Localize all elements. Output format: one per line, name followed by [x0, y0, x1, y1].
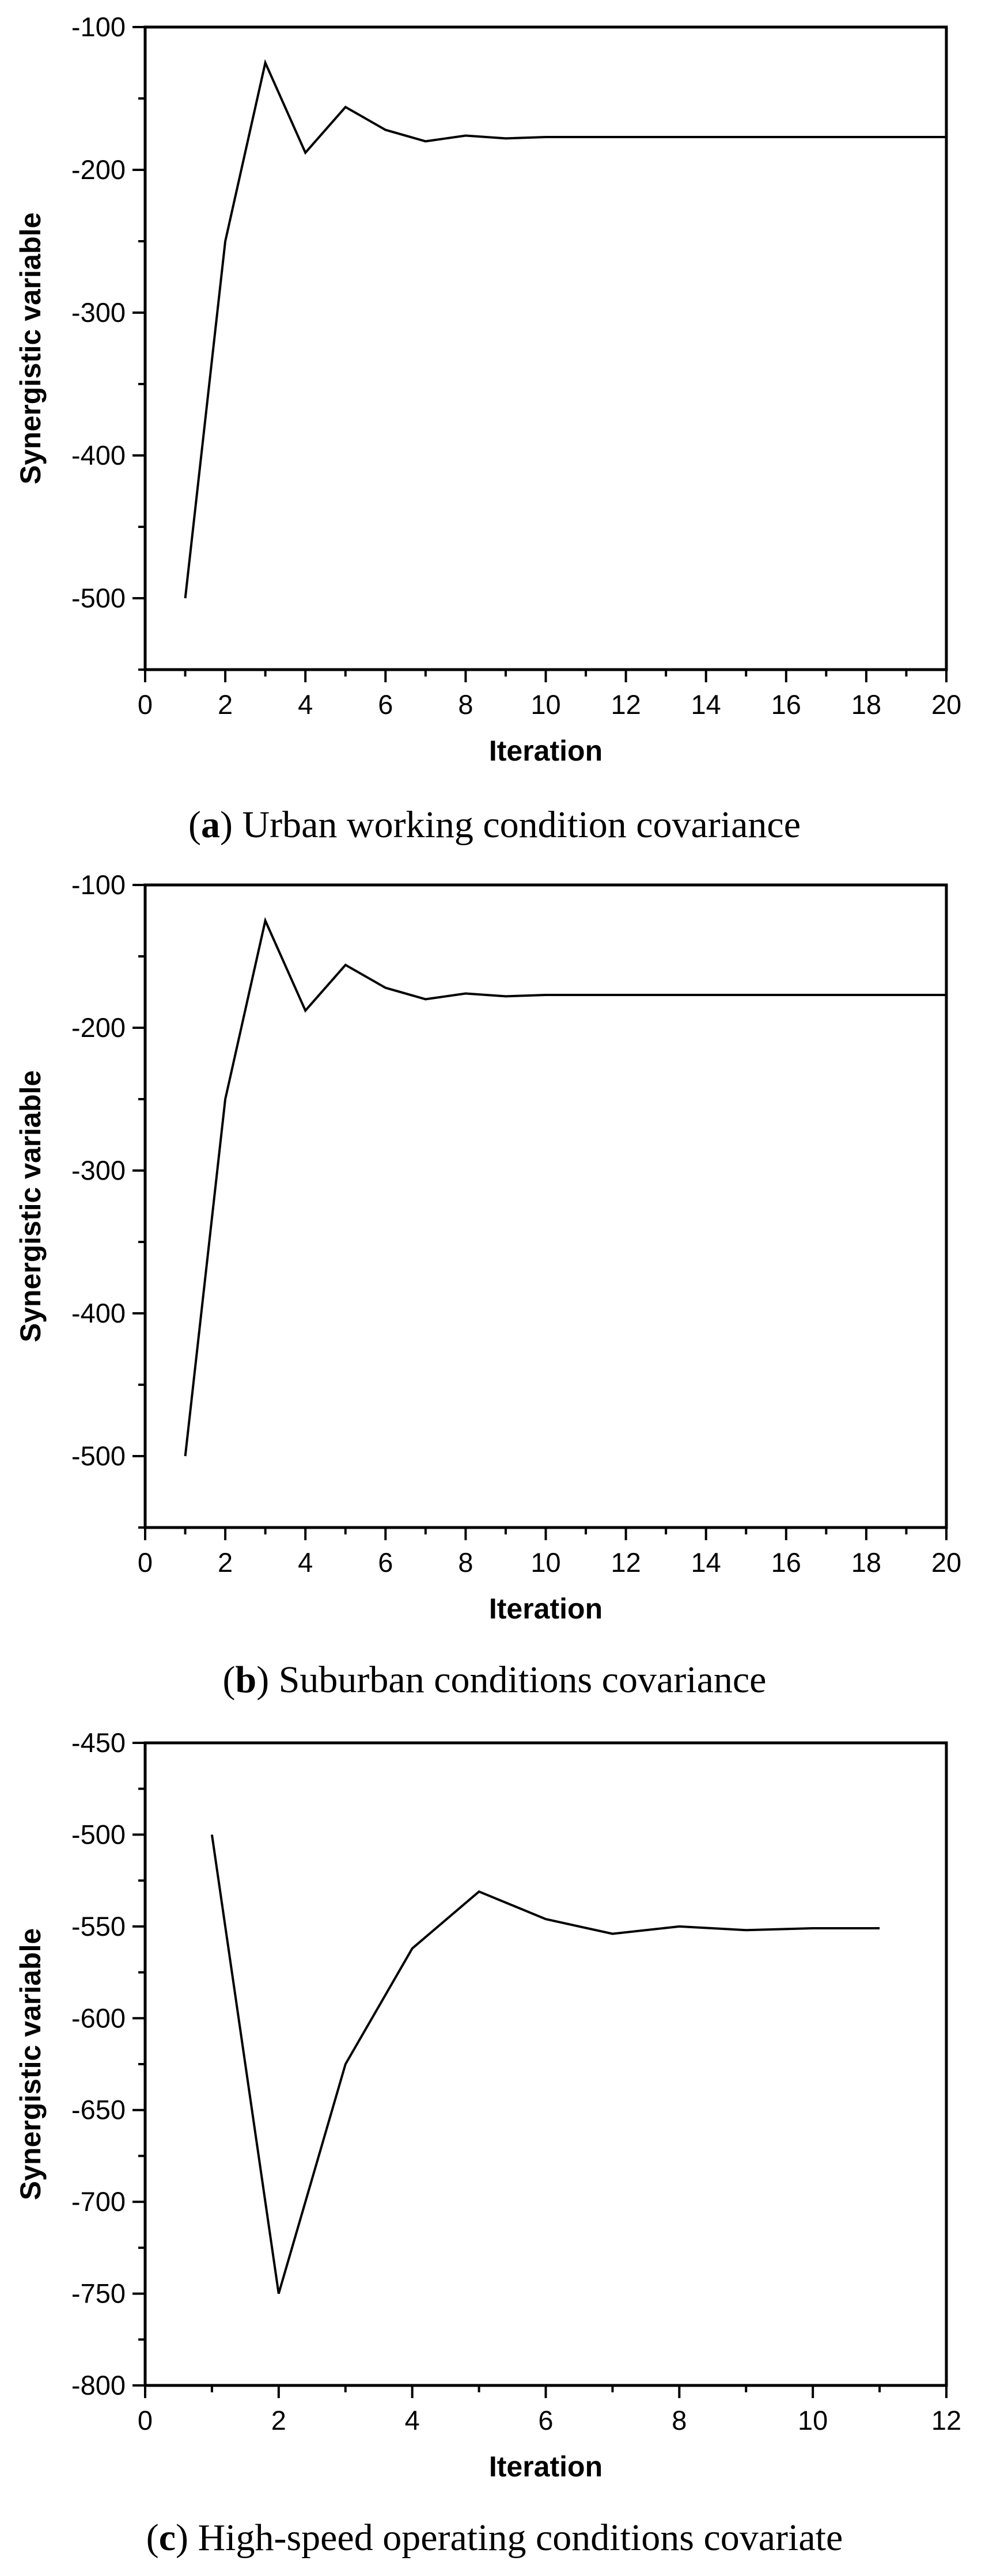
y-tick-label: -650 [71, 2095, 126, 2125]
y-tick-label: -200 [71, 1012, 126, 1043]
x-tick-label: 20 [931, 1547, 961, 1578]
x-tick-label: 2 [218, 689, 233, 720]
x-tick-label: 8 [672, 2405, 687, 2436]
x-tick-label: 2 [271, 2405, 286, 2436]
x-tick-label: 0 [138, 1547, 153, 1578]
y-axis-title: Synergistic variable [14, 1070, 47, 1342]
x-tick-label: 12 [931, 2405, 961, 2436]
series-line [184, 917, 946, 1457]
x-tick-label: 14 [691, 689, 721, 720]
x-tick-label: 0 [138, 2405, 153, 2436]
chart-panel-c: 0 2 4 6 8 10 12 -450 -500 -550 -600 -650 -700 -750 -80… [0, 1716, 989, 2576]
x-tick-label: 10 [798, 2405, 828, 2436]
x-tick-label: 10 [531, 689, 560, 720]
y-tick-label: -450 [71, 1727, 126, 1758]
x-tick-label: 6 [378, 689, 393, 720]
x-tick-label: 2 [218, 1547, 233, 1578]
y-tick-label: -300 [71, 297, 126, 328]
x-tick-label: 18 [851, 1547, 881, 1578]
caption-a: (a) Urban working condition covariance [188, 804, 801, 846]
plot-frame [143, 25, 948, 671]
x-axis-title: Iteration [489, 2450, 603, 2483]
x-tick-label: 8 [458, 1547, 473, 1578]
x-tick-label: 16 [771, 689, 801, 720]
y-tick-label: -400 [71, 440, 126, 470]
y-tick-label: -500 [71, 1819, 126, 1849]
plot-frame [143, 1741, 948, 2387]
x-tick-label: 6 [538, 2405, 553, 2436]
x-tick-label: 4 [298, 689, 313, 720]
x-axis-title: Iteration [489, 735, 603, 767]
x-tick-label: 20 [931, 689, 961, 720]
chart-c: 0 2 4 6 8 10 12 -450 -500 -550 -600 -650 -700 -750 -80… [14, 1727, 961, 2483]
y-tick-label: -500 [71, 583, 126, 613]
x-tick-label: 18 [851, 689, 881, 720]
x-axis-title: Iteration [489, 1593, 603, 1625]
x-tick-label: 4 [298, 1547, 313, 1578]
chart-panel-b: 0 2 4 6 8 10 12 14 16 18 20 -100 -200 -300 -400 -500 Ite… [0, 858, 989, 1716]
caption-c: (c) High-speed operating conditions cova… [146, 2517, 843, 2559]
y-tick-label: -500 [71, 1441, 126, 1471]
y-tick-label: -100 [71, 869, 126, 900]
x-tick-label: 0 [138, 689, 153, 720]
x-tick-label: 4 [405, 2405, 420, 2436]
chart-a: 0 2 4 6 8 10 12 14 16 18 20 -100 -200 -300 -400 -500 Ite… [14, 12, 961, 767]
y-tick-label: -100 [71, 12, 126, 42]
y-tick-label: -200 [71, 154, 126, 185]
x-tick-label: 8 [458, 689, 473, 720]
x-tick-label: 10 [531, 1547, 560, 1578]
x-tick-label: 6 [378, 1547, 393, 1578]
caption-b: (b) Suburban conditions covariance [222, 1659, 767, 1701]
chart-b: 0 2 4 6 8 10 12 14 16 18 20 -100 -200 -300 -400 -500 Ite… [14, 869, 961, 1625]
y-tick-label: -400 [71, 1298, 126, 1328]
y-tick-label: -800 [71, 2370, 126, 2400]
x-tick-label: 14 [691, 1547, 721, 1578]
x-tick-label: 12 [611, 689, 641, 720]
y-tick-label: -550 [71, 1911, 126, 1942]
series-line [210, 1834, 880, 2294]
y-tick-label: -700 [71, 2186, 126, 2217]
y-axis-title: Synergistic variable [14, 1928, 47, 2200]
chart-panel-a: 0 2 4 6 8 10 12 14 16 18 20 -100 -200 -300 -400 -500 Ite… [0, 0, 989, 858]
y-tick-label: -750 [71, 2278, 126, 2309]
x-tick-label: 16 [771, 1547, 801, 1578]
y-tick-label: -600 [71, 2003, 126, 2033]
x-tick-label: 12 [611, 1547, 641, 1578]
y-axis-title: Synergistic variable [14, 212, 47, 484]
series-line [184, 59, 946, 599]
y-tick-label: -300 [71, 1155, 126, 1186]
plot-frame [143, 883, 948, 1529]
